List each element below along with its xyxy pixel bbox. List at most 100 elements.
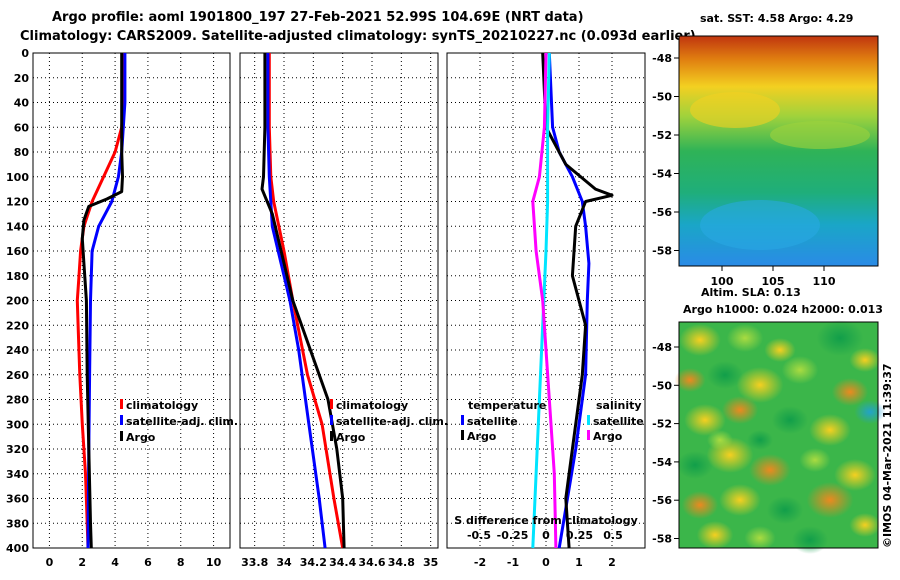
sla-anomaly-blob bbox=[781, 356, 819, 384]
series-salinity-satellite bbox=[531, 52, 551, 549]
sst-map-cold-pool bbox=[700, 200, 820, 250]
x-tick-label: 4 bbox=[111, 556, 119, 569]
sst-map-frame bbox=[678, 35, 879, 267]
y-tick-label: 180 bbox=[6, 270, 29, 283]
x-tick-label: 6 bbox=[144, 556, 152, 569]
legend-swatch bbox=[587, 415, 590, 425]
series-satellite-adj-clim- bbox=[86, 53, 127, 549]
legend-label: Argo bbox=[593, 430, 623, 443]
sla-lat-label: -54 bbox=[652, 456, 672, 469]
sst-map-title: sat. SST: 4.58 Argo: 4.29 bbox=[700, 12, 853, 25]
sla-anomaly-blob bbox=[747, 430, 773, 450]
sla-map-frame bbox=[678, 321, 879, 549]
sla-anomaly-blob bbox=[849, 348, 881, 372]
legend-salinity-title: salinity bbox=[596, 399, 642, 412]
sst-lat-label: -58 bbox=[652, 245, 672, 258]
sst-lon-label: 100 bbox=[711, 275, 734, 288]
legend-label: Argo bbox=[467, 430, 497, 443]
y-tick-label: 120 bbox=[6, 196, 29, 209]
sla-anomaly-blob bbox=[791, 526, 829, 554]
legend-swatch bbox=[330, 399, 333, 409]
sst-lon-label: 110 bbox=[813, 275, 836, 288]
series-temperature-argo bbox=[541, 52, 614, 549]
sst-lat-label: -56 bbox=[652, 206, 672, 219]
legend-swatch bbox=[120, 399, 123, 409]
legend-swatch bbox=[120, 415, 123, 425]
panel-1: 0204060801001201401601802002202402602803… bbox=[6, 47, 238, 569]
x-tick-label: 10 bbox=[206, 556, 222, 569]
sla-anomaly-blob bbox=[676, 451, 714, 479]
panel-3: -2 -1 0 1 2 temperature satellite Argo salinity s… bbox=[446, 52, 646, 569]
series-temperature-satellite bbox=[547, 52, 591, 549]
sst-lat-label: -48 bbox=[652, 52, 672, 65]
sla-map-title-1: Altim. SLA: 0.13 bbox=[701, 286, 801, 299]
sst-lon-label: 105 bbox=[762, 275, 785, 288]
sla-anomaly-blob bbox=[799, 448, 831, 472]
y-tick-label: 40 bbox=[14, 97, 30, 110]
y-tick-label: 400 bbox=[6, 542, 29, 555]
y-tick-label: 100 bbox=[6, 171, 29, 184]
y-tick-label: 0 bbox=[21, 47, 29, 60]
legend-label: satellite-adj. clim. bbox=[336, 415, 448, 428]
y-tick-label: 20 bbox=[14, 72, 30, 85]
legend-temperature-title: temperature bbox=[468, 399, 546, 412]
x-tick-label: -2 bbox=[474, 556, 486, 569]
sla-anomaly-blob bbox=[684, 404, 726, 436]
sla-lat-label: -56 bbox=[652, 494, 672, 507]
sla-anomaly-blob bbox=[834, 459, 876, 491]
sla-anomaly-blob bbox=[696, 521, 734, 549]
s-tick-label: -0.25 bbox=[497, 529, 529, 542]
series-salinity-argo bbox=[531, 52, 558, 549]
y-tick-label: 240 bbox=[6, 344, 29, 357]
sla-anomaly-blob bbox=[809, 414, 851, 446]
y-tick-label: 360 bbox=[6, 493, 29, 506]
sla-anomaly-blob bbox=[707, 430, 733, 450]
title-line-2: Climatology: CARS2009. Satellite-adjuste… bbox=[20, 29, 696, 44]
sst-map-warm-tongue bbox=[690, 92, 780, 128]
legend-swatch bbox=[461, 415, 464, 425]
s-tick-label: 0 bbox=[542, 529, 550, 542]
sla-anomaly-blob bbox=[749, 454, 791, 486]
sla-lat-label: -48 bbox=[652, 341, 672, 354]
series-climatology bbox=[75, 53, 125, 549]
sla-map-title-2: Argo h1000: 0.024 h2000: 0.013 bbox=[683, 303, 883, 316]
x-tick-label: 2 bbox=[78, 556, 86, 569]
imos-watermark: ©IMOS 04-Mar-2021 11:39:37 bbox=[881, 363, 894, 548]
panel-2-frame bbox=[239, 52, 439, 549]
x-tick-label: 8 bbox=[177, 556, 185, 569]
sla-lat-label: -50 bbox=[652, 379, 672, 392]
x-tick-label: 34.2 bbox=[300, 556, 327, 569]
sst-lat-label: -50 bbox=[652, 91, 672, 104]
x-tick-label: 34.6 bbox=[358, 556, 385, 569]
sla-anomaly-blob bbox=[706, 361, 744, 389]
sla-lat-label: -58 bbox=[652, 533, 672, 546]
legend-swatch bbox=[461, 430, 464, 440]
legend-swatch bbox=[330, 431, 333, 441]
x-tick-label: 34.8 bbox=[388, 556, 415, 569]
s-tick-label: 0.5 bbox=[603, 529, 623, 542]
y-tick-label: 140 bbox=[6, 220, 29, 233]
series-satellite-adj-clim- bbox=[266, 53, 327, 549]
sla-anomaly-blob bbox=[744, 526, 776, 550]
y-tick-label: 200 bbox=[6, 295, 29, 308]
y-tick-label: 300 bbox=[6, 418, 29, 431]
y-tick-label: 220 bbox=[6, 319, 29, 332]
sla-anomaly-blob bbox=[674, 368, 706, 392]
legend-label: climatology bbox=[126, 399, 198, 412]
legend-label: Argo bbox=[126, 431, 156, 444]
y-tick-label: 260 bbox=[6, 369, 29, 382]
x-tick-label: 0 bbox=[46, 556, 54, 569]
sla-anomaly-blob bbox=[681, 491, 719, 519]
legend-label: Argo bbox=[336, 431, 366, 444]
x-tick-label: 33.8 bbox=[241, 556, 268, 569]
sst-map: sat. SST: 4.58 Argo: 4.29 -48 -50 -52 -54 -5… bbox=[652, 12, 879, 288]
legend-label: satellite-adj. clim. bbox=[126, 415, 238, 428]
x-tick-label: 35 bbox=[423, 556, 438, 569]
legend-swatch bbox=[120, 431, 123, 441]
sla-anomaly-blob bbox=[831, 378, 869, 406]
x-tick-label: 34.4 bbox=[329, 556, 356, 569]
sla-map: Altim. SLA: 0.13 Argo h1000: 0.024 h2000… bbox=[652, 286, 886, 554]
panel-1-grid bbox=[33, 52, 230, 549]
y-tick-label: 280 bbox=[6, 394, 29, 407]
